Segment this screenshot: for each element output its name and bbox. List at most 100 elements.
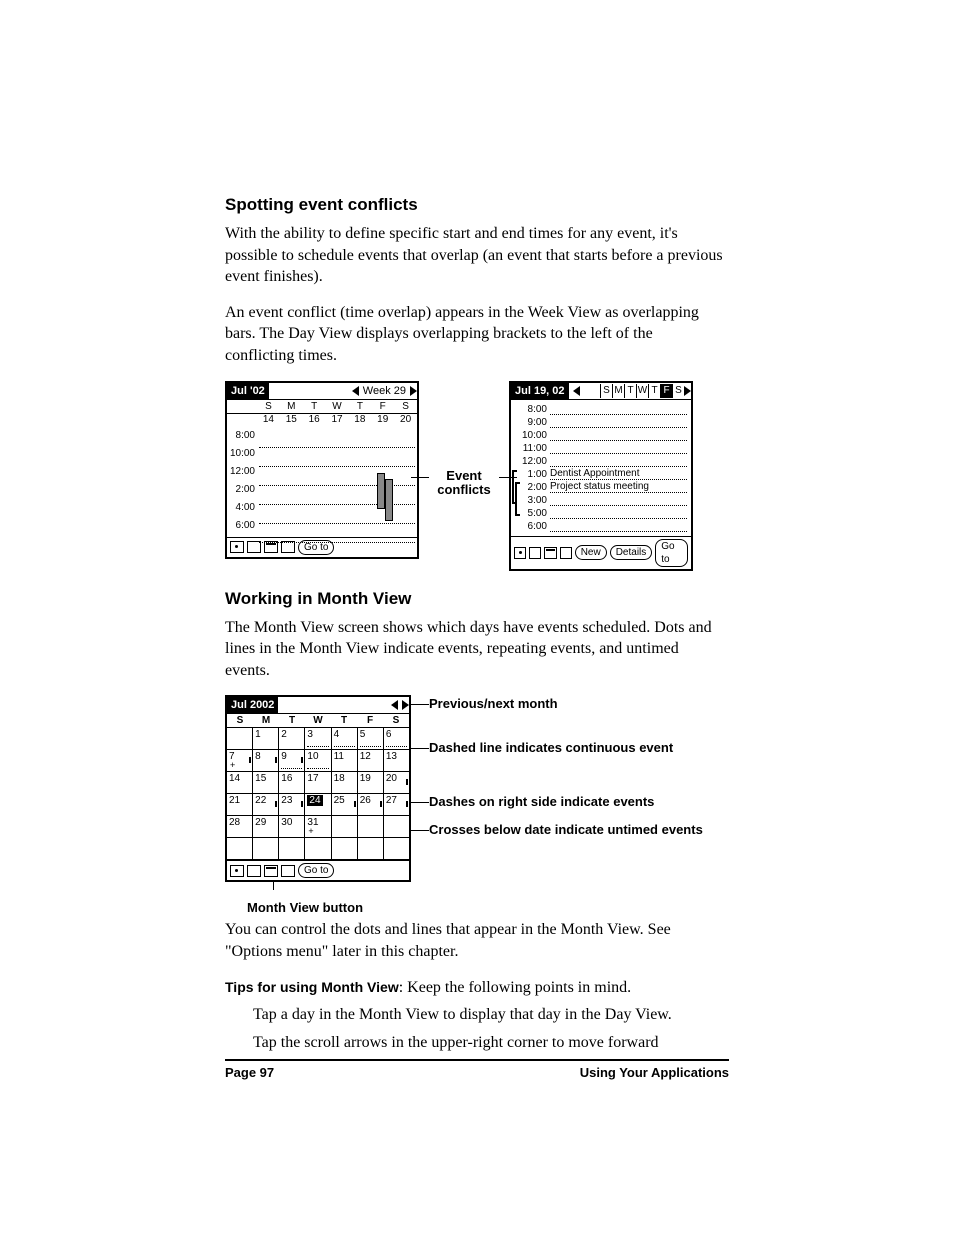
month-cell[interactable]: 22 (253, 794, 279, 816)
day-row[interactable]: 11:00 (517, 441, 687, 454)
month-cell[interactable] (305, 838, 331, 860)
month-cell[interactable] (332, 816, 358, 838)
month-cell[interactable]: 17 (305, 772, 331, 794)
day-view-icon-3[interactable] (544, 547, 556, 559)
month-cell[interactable]: 15 (253, 772, 279, 794)
day-strip-item[interactable]: W (636, 384, 648, 398)
day-row[interactable]: 10:00 (517, 428, 687, 441)
month-cell[interactable]: 8 (253, 750, 279, 772)
month-cell[interactable]: 20 (384, 772, 409, 794)
next-month-icon[interactable] (402, 700, 409, 710)
day-strip-item[interactable]: T (624, 384, 636, 398)
m-view-icon-2[interactable] (247, 865, 261, 877)
day-row[interactable]: 5:00 (517, 506, 687, 519)
day-title: Jul 19, 02 (511, 383, 569, 399)
day-row[interactable]: 6:00 (517, 519, 687, 532)
month-cell[interactable] (227, 728, 253, 750)
month-day-header: T (279, 714, 305, 727)
next-week-icon[interactable] (410, 386, 417, 396)
month-cell[interactable]: 31+ (305, 816, 331, 838)
view-icon-3[interactable] (264, 541, 278, 553)
day-row[interactable]: 12:00 (517, 454, 687, 467)
month-day-header: S (383, 714, 409, 727)
month-cell[interactable]: 29 (253, 816, 279, 838)
day-row[interactable]: 8:00 (517, 402, 687, 415)
month-cell[interactable]: 24 (305, 794, 331, 816)
time-label: 11:00 (517, 443, 550, 454)
month-cell[interactable]: 3 (305, 728, 331, 750)
month-cell[interactable] (384, 816, 409, 838)
month-cell[interactable]: 10 (305, 750, 331, 772)
day-row[interactable]: 2:00Project status meeting (517, 480, 687, 493)
month-cell[interactable]: 25 (332, 794, 358, 816)
details-button[interactable]: Details (610, 545, 653, 560)
time-label: 10:00 (227, 445, 257, 463)
month-view: Jul 2002 SMTWTFS 1234567+891011121314151… (225, 695, 411, 882)
week-day-number: 16 (303, 414, 326, 425)
month-cell[interactable]: 23 (279, 794, 305, 816)
month-cell[interactable]: 7+ (227, 750, 253, 772)
month-cell[interactable] (384, 838, 409, 860)
day-strip-item[interactable]: T (648, 384, 660, 398)
month-cell[interactable] (253, 838, 279, 860)
month-cell[interactable]: 13 (384, 750, 409, 772)
heading-spotting: Spotting event conflicts (225, 195, 725, 215)
week-day-header: T (303, 400, 326, 413)
month-cell[interactable] (227, 838, 253, 860)
day-row[interactable]: 3:00 (517, 493, 687, 506)
view-icon-4[interactable] (281, 541, 295, 553)
week-day-number: 15 (280, 414, 303, 425)
day-strip-item[interactable]: M (612, 384, 624, 398)
month-cell[interactable]: 18 (332, 772, 358, 794)
day-strip-item[interactable]: S (672, 384, 684, 398)
prev-month-icon[interactable] (391, 700, 398, 710)
month-cell[interactable] (358, 838, 384, 860)
month-cell[interactable]: 1 (253, 728, 279, 750)
month-cell[interactable]: 26 (358, 794, 384, 816)
tips-tail: : Keep the following points in mind. (399, 979, 631, 996)
m-view-icon-1[interactable] (230, 865, 244, 877)
time-label: 4:00 (227, 499, 257, 517)
day-view-icon-4[interactable] (560, 547, 572, 559)
goto-button-month[interactable]: Go to (298, 863, 334, 878)
week-view: Jul '02 Week 29 SMTWTFS 14151617181920 8… (225, 381, 419, 559)
new-button[interactable]: New (575, 545, 607, 560)
month-cell[interactable]: 19 (358, 772, 384, 794)
time-label: 5:00 (517, 508, 550, 519)
day-row[interactable]: 9:00 (517, 415, 687, 428)
prev-day-icon[interactable] (573, 386, 580, 396)
day-view-icon-1[interactable] (514, 547, 526, 559)
day-row[interactable]: 1:00Dentist Appointment (517, 467, 687, 480)
time-label: 10:00 (517, 430, 550, 441)
m-view-icon-4[interactable] (281, 865, 295, 877)
month-cell[interactable]: 27 (384, 794, 409, 816)
prev-week-icon[interactable] (352, 386, 359, 396)
month-cell[interactable]: 28 (227, 816, 253, 838)
month-cell[interactable]: 21 (227, 794, 253, 816)
month-cell[interactable]: 2 (279, 728, 305, 750)
view-icon-2[interactable] (247, 541, 261, 553)
day-strip-item[interactable]: S (600, 384, 612, 398)
day-strip-item[interactable]: F (660, 384, 672, 398)
view-icon-1[interactable] (230, 541, 244, 553)
month-cell[interactable]: 14 (227, 772, 253, 794)
month-cell[interactable] (332, 838, 358, 860)
month-cell[interactable]: 16 (279, 772, 305, 794)
month-day-header: T (331, 714, 357, 727)
time-label: 1:00 (517, 469, 550, 480)
next-day-icon[interactable] (684, 386, 691, 396)
month-cell[interactable]: 6 (384, 728, 409, 750)
month-cell[interactable]: 11 (332, 750, 358, 772)
month-cell[interactable]: 9 (279, 750, 305, 772)
time-label: 8:00 (227, 427, 257, 445)
month-cell[interactable]: 12 (358, 750, 384, 772)
figure-row-2: Jul 2002 SMTWTFS 1234567+891011121314151… (225, 695, 725, 915)
month-cell[interactable] (358, 816, 384, 838)
m-view-icon-3[interactable] (264, 865, 278, 877)
day-view-icon-2[interactable] (529, 547, 541, 559)
month-cell[interactable]: 4 (332, 728, 358, 750)
month-cell[interactable]: 5 (358, 728, 384, 750)
month-cell[interactable]: 30 (279, 816, 305, 838)
month-cell[interactable] (279, 838, 305, 860)
goto-button-day[interactable]: Go to (655, 539, 688, 567)
